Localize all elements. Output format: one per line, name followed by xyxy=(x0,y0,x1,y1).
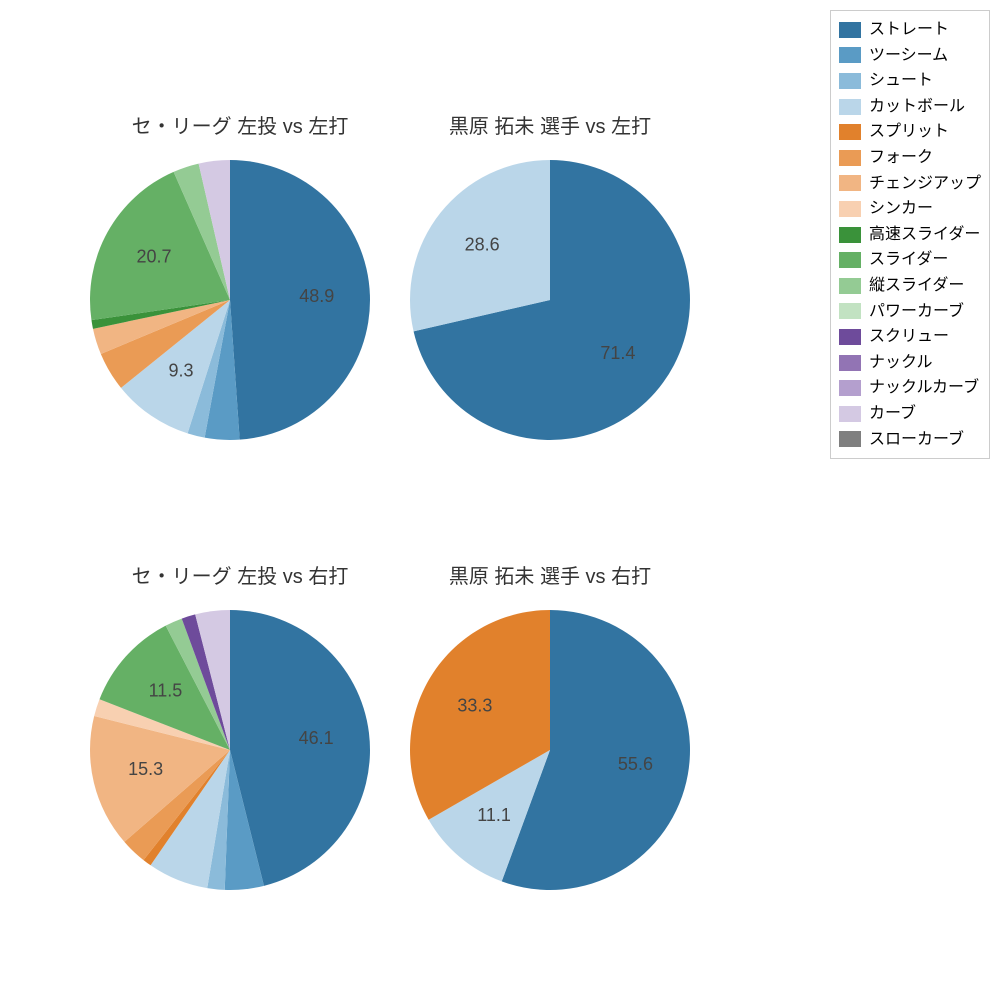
legend-item: ナックルカーブ xyxy=(839,375,981,401)
legend-swatch xyxy=(839,278,861,294)
legend-label: ツーシーム xyxy=(869,43,948,69)
legend-label: ナックルカーブ xyxy=(869,375,979,401)
legend-swatch xyxy=(839,406,861,422)
slice-label: 11.5 xyxy=(149,681,183,701)
legend-label: カーブ xyxy=(869,401,916,427)
legend-label: スプリット xyxy=(869,119,949,145)
slice-label: 55.6 xyxy=(618,754,653,774)
chart-title: セ・リーグ 左投 vs 左打 xyxy=(90,110,390,139)
legend-label: フォーク xyxy=(869,145,933,171)
legend-label: ナックル xyxy=(869,350,933,376)
slice-label: 9.3 xyxy=(168,360,193,380)
legend-item: スプリット xyxy=(839,119,981,145)
legend-label: 高速スライダー xyxy=(869,222,980,248)
legend-swatch xyxy=(839,175,861,191)
legend: ストレートツーシームシュートカットボールスプリットフォークチェンジアップシンカー… xyxy=(830,10,990,459)
legend-swatch xyxy=(839,73,861,89)
legend-swatch xyxy=(839,47,861,63)
legend-item: カットボール xyxy=(839,94,981,120)
legend-label: スクリュー xyxy=(869,324,949,350)
slice-label: 28.6 xyxy=(465,235,500,255)
legend-item: パワーカーブ xyxy=(839,299,981,325)
legend-item: 高速スライダー xyxy=(839,222,981,248)
chart-title: 黒原 拓未 選手 vs 左打 xyxy=(400,110,700,139)
pie-chart: 48.9 9.3 20.7 xyxy=(90,160,370,440)
legend-swatch xyxy=(839,303,861,319)
legend-swatch xyxy=(839,150,861,166)
legend-label: チェンジアップ xyxy=(869,171,981,197)
chart-grid: ストレートツーシームシュートカットボールスプリットフォークチェンジアップシンカー… xyxy=(0,0,1000,1000)
legend-label: シンカー xyxy=(869,196,933,222)
slice-label: 11.1 xyxy=(477,805,511,825)
legend-item: ツーシーム xyxy=(839,43,981,69)
legend-item: シュート xyxy=(839,68,981,94)
legend-item: スローカーブ xyxy=(839,427,981,453)
legend-item: カーブ xyxy=(839,401,981,427)
slice-label: 15.3 xyxy=(128,759,163,779)
legend-label: スローカーブ xyxy=(869,427,964,453)
legend-item: ストレート xyxy=(839,17,981,43)
legend-swatch xyxy=(839,22,861,38)
slice-label: 20.7 xyxy=(137,247,172,267)
legend-item: スクリュー xyxy=(839,324,981,350)
pie-chart: 71.4 28.6 xyxy=(410,160,690,440)
slice-label: 46.1 xyxy=(299,728,334,748)
chart-title: セ・リーグ 左投 vs 右打 xyxy=(90,560,390,589)
legend-swatch xyxy=(839,380,861,396)
legend-label: ストレート xyxy=(869,17,949,43)
legend-swatch xyxy=(839,227,861,243)
slice-label: 33.3 xyxy=(457,695,492,715)
legend-label: 縦スライダー xyxy=(869,273,964,299)
slice-label: 48.9 xyxy=(299,286,334,306)
legend-swatch xyxy=(839,99,861,115)
legend-label: パワーカーブ xyxy=(869,299,964,325)
legend-swatch xyxy=(839,124,861,140)
legend-swatch xyxy=(839,355,861,371)
legend-item: 縦スライダー xyxy=(839,273,981,299)
legend-item: チェンジアップ xyxy=(839,171,981,197)
legend-item: シンカー xyxy=(839,196,981,222)
legend-item: スライダー xyxy=(839,247,981,273)
legend-swatch xyxy=(839,201,861,217)
slice-label: 71.4 xyxy=(600,343,635,363)
legend-label: スライダー xyxy=(869,247,948,273)
chart-title: 黒原 拓未 選手 vs 右打 xyxy=(400,560,700,589)
legend-swatch xyxy=(839,252,861,268)
legend-item: フォーク xyxy=(839,145,981,171)
pie-chart: 46.1 15.3 11.5 xyxy=(90,610,370,890)
legend-label: カットボール xyxy=(869,94,965,120)
pie-chart: 55.6 11.1 33.3 xyxy=(410,610,690,890)
legend-item: ナックル xyxy=(839,350,981,376)
legend-label: シュート xyxy=(869,68,933,94)
legend-swatch xyxy=(839,329,861,345)
legend-swatch xyxy=(839,431,861,447)
